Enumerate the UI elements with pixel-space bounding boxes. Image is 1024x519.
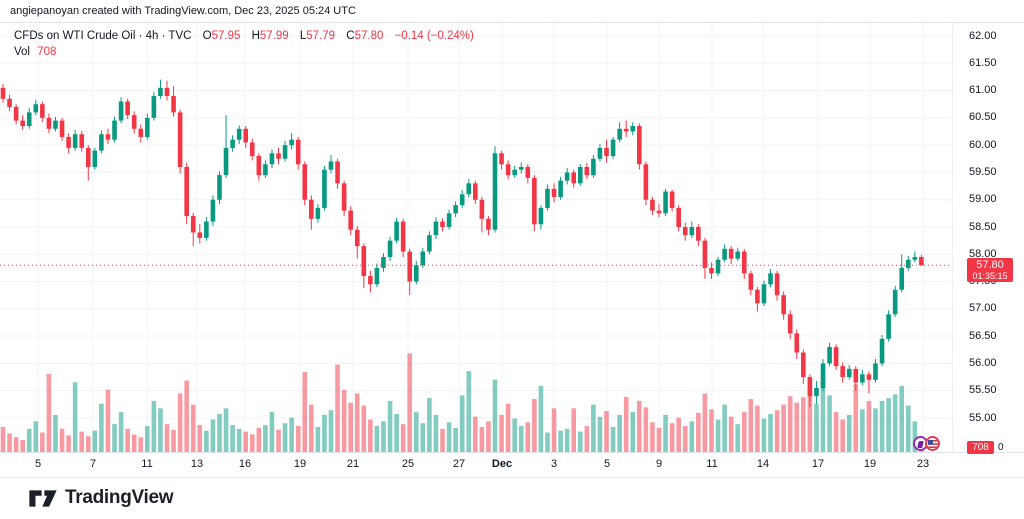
price-tick-label: 60.50 bbox=[969, 111, 997, 124]
symbol-row[interactable]: CFDs on WTI Crude Oil · 4h · TVC O57.95 … bbox=[14, 28, 474, 44]
time-tick-label: 17 bbox=[811, 458, 825, 470]
bar-countdown: 01:35:15 bbox=[972, 271, 1008, 282]
last-volume-badge: 708 bbox=[967, 441, 994, 454]
event-glyph bbox=[917, 441, 924, 448]
tradingview-logo[interactable]: TradingView bbox=[28, 487, 174, 509]
time-tick-label: 23 bbox=[916, 458, 930, 470]
attribution-text: angiepanoyan created with TradingView.co… bbox=[10, 5, 356, 17]
price-tick-label: 59.50 bbox=[969, 165, 997, 178]
last-price-value: 57.80 bbox=[976, 259, 1004, 272]
time-tick-label: 11 bbox=[141, 458, 153, 470]
time-tick-label: 14 bbox=[756, 458, 770, 470]
tradingview-logo-text: TradingView bbox=[65, 487, 174, 508]
price-tick-label: 59.00 bbox=[969, 193, 997, 206]
last-price-badge: 57.80 01:35:15 bbox=[967, 258, 1013, 283]
price-tick-label: 57.00 bbox=[969, 302, 997, 315]
time-tick-label: 3 bbox=[550, 458, 558, 470]
volume-axis-zero: 0 bbox=[998, 442, 1004, 453]
change-value: −0.14 (−0.24%) bbox=[394, 30, 474, 42]
open-value: 57.95 bbox=[211, 30, 241, 42]
time-axis[interactable]: 5 7 11 13 16 19 21 25 27 Dec 3 5 9 11 14 17 19 23 bbox=[0, 452, 1024, 478]
high-value: 57.99 bbox=[259, 30, 289, 42]
open-label: O bbox=[202, 30, 212, 42]
time-tick-label: 5 bbox=[34, 458, 42, 470]
candlestick-chart[interactable] bbox=[0, 23, 952, 453]
time-tick-label: 9 bbox=[655, 458, 663, 470]
time-tick-label: 25 bbox=[401, 458, 415, 470]
us-flag-event-icon[interactable] bbox=[925, 436, 940, 451]
price-tick-label: 56.00 bbox=[969, 356, 997, 369]
footer: TradingView bbox=[0, 477, 1024, 519]
time-tick-label: 16 bbox=[238, 458, 252, 470]
price-tick-label: 55.50 bbox=[969, 384, 997, 397]
price-axis[interactable]: 57.80 01:35:15 708 0 62.00 61.50 61.00 60.5… bbox=[952, 23, 1024, 454]
volume-row[interactable]: Vol 708 bbox=[14, 44, 474, 60]
low-value: 57.79 bbox=[306, 30, 336, 42]
price-tick-label: 61.00 bbox=[969, 84, 997, 97]
time-tick-label: 19 bbox=[293, 458, 307, 470]
low-label: L bbox=[299, 30, 307, 42]
price-tick-label: 56.50 bbox=[969, 329, 997, 342]
time-tick-label: 11 bbox=[706, 458, 718, 470]
price-tick-label: 62.00 bbox=[969, 29, 997, 42]
chart-pane[interactable]: CFDs on WTI Crude Oil · 4h · TVC O57.95 … bbox=[0, 22, 1024, 454]
close-label: C bbox=[346, 30, 355, 42]
time-tick-label: 21 bbox=[346, 458, 360, 470]
us-flag-icon bbox=[927, 439, 938, 448]
price-tick-label: 60.00 bbox=[969, 138, 997, 151]
time-tick-label: 27 bbox=[452, 458, 466, 470]
price-tick-label: 61.50 bbox=[969, 56, 997, 69]
close-value: 57.80 bbox=[354, 30, 384, 42]
time-tick-label: 5 bbox=[603, 458, 611, 470]
time-tick-label: 19 bbox=[863, 458, 877, 470]
price-tick-label: 58.00 bbox=[969, 247, 997, 260]
price-tick-label: 55.00 bbox=[969, 411, 997, 424]
symbol-title[interactable]: CFDs on WTI Crude Oil · 4h · TVC bbox=[14, 30, 192, 42]
high-label: H bbox=[251, 30, 260, 42]
price-tick-label: 58.50 bbox=[969, 220, 997, 233]
volume-value: 708 bbox=[37, 46, 57, 58]
time-tick-label: 7 bbox=[89, 458, 97, 470]
legend: CFDs on WTI Crude Oil · 4h · TVC O57.95 … bbox=[14, 28, 474, 60]
time-tick-label: 13 bbox=[190, 458, 204, 470]
volume-label: Vol bbox=[14, 46, 30, 58]
time-tick-label: Dec bbox=[491, 458, 513, 470]
tradingview-logo-icon bbox=[29, 489, 57, 507]
